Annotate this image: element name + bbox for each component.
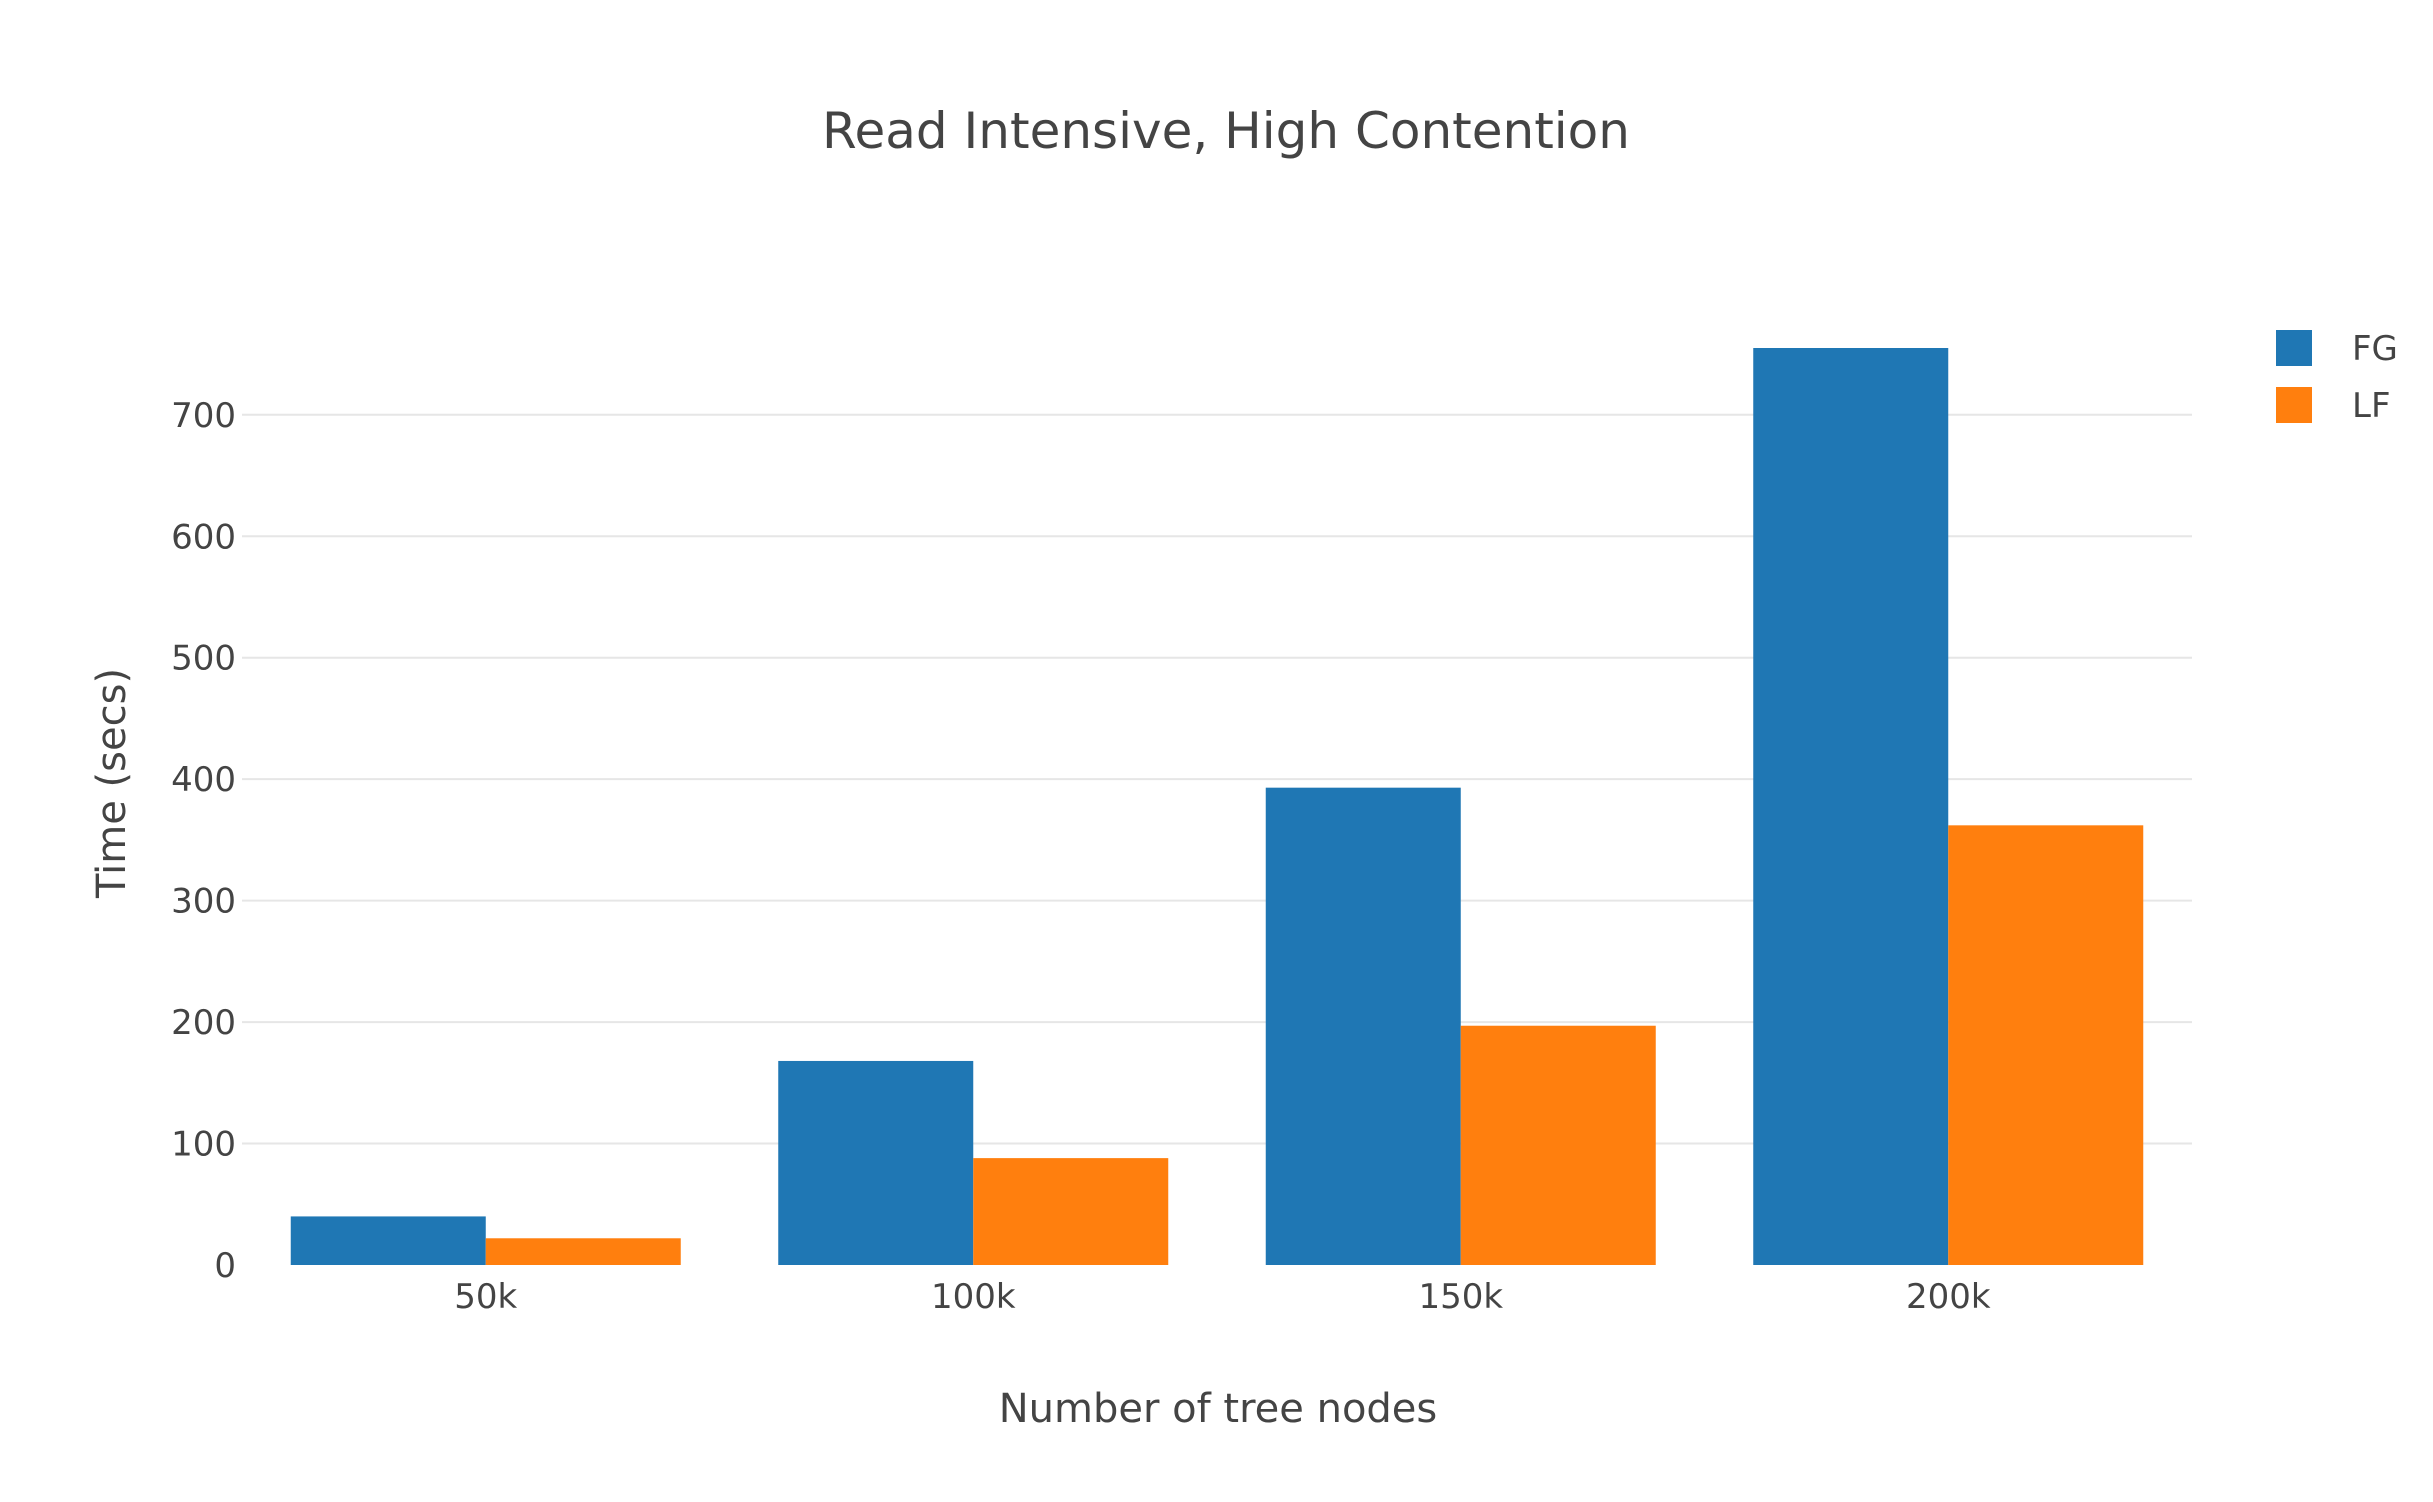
bar-fg-150k[interactable] — [1265, 787, 1461, 1265]
bar-lf-150k[interactable] — [1460, 1025, 1656, 1265]
bar-fg-50k[interactable] — [290, 1216, 486, 1265]
legend-swatch-lf[interactable] — [2276, 387, 2312, 423]
x-axis-ticks: 50k 100k 150k 200k — [454, 1277, 1991, 1317]
y-tick-label: 300 — [171, 882, 236, 922]
bars — [290, 348, 2144, 1265]
x-axis-title: Number of tree nodes — [999, 1386, 1438, 1432]
x-tick-label: 100k — [931, 1277, 1016, 1317]
x-tick-label: 200k — [1906, 1277, 1991, 1317]
legend[interactable]: FG LF — [2276, 329, 2398, 426]
bar-lf-200k[interactable] — [1948, 825, 2144, 1265]
y-tick-label: 0 — [214, 1246, 236, 1286]
bar-lf-50k[interactable] — [485, 1238, 681, 1265]
x-tick-label: 150k — [1418, 1277, 1503, 1317]
bar-fg-200k[interactable] — [1753, 348, 1949, 1265]
x-tick-label: 50k — [454, 1277, 517, 1317]
y-axis-ticks: 0 100 200 300 400 500 600 700 — [171, 396, 236, 1286]
y-tick-label: 400 — [171, 760, 236, 800]
chart-title: Read Intensive, High Contention — [822, 102, 1630, 160]
bar-fg-100k[interactable] — [778, 1060, 974, 1265]
legend-swatch-fg[interactable] — [2276, 330, 2312, 366]
y-tick-label: 700 — [171, 396, 236, 436]
y-tick-label: 100 — [171, 1125, 236, 1165]
legend-label-fg[interactable]: FG — [2352, 329, 2398, 369]
y-axis-title: Time (secs) — [89, 668, 135, 899]
legend-label-lf[interactable]: LF — [2352, 386, 2391, 426]
gridlines — [242, 413, 2192, 1145]
y-tick-label: 200 — [171, 1003, 236, 1043]
y-tick-label: 600 — [171, 517, 236, 557]
y-tick-label: 500 — [171, 639, 236, 679]
bar-lf-100k[interactable] — [973, 1158, 1169, 1265]
